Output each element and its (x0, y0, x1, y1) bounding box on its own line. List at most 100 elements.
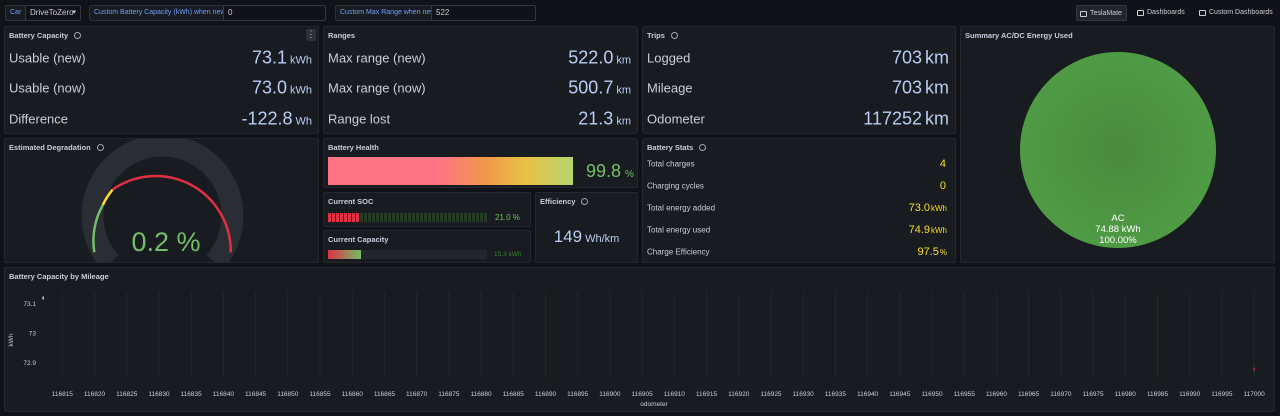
x-tick-label: 116865 (374, 391, 396, 398)
gauge: 0.2 % (81, 139, 244, 262)
info-icon[interactable] (670, 32, 678, 39)
soc-cell (360, 213, 363, 222)
x-tick-label: 116940 (857, 391, 879, 398)
info-icon[interactable] (581, 198, 589, 205)
stat-label: Max range (now) (328, 80, 426, 96)
x-tick-label: 116895 (567, 391, 589, 398)
stat-value: 73.1 kWh (251, 47, 312, 68)
x-tick-label: 116820 (84, 391, 106, 398)
panel-title: Battery Health (328, 143, 379, 152)
range-input[interactable]: 522 (431, 5, 536, 21)
soc-cell (400, 213, 403, 222)
soc-cell (408, 213, 411, 222)
soc-cell (352, 213, 355, 222)
soc-cell (456, 213, 459, 222)
stat-value: 500.7 km (568, 77, 631, 98)
info-icon[interactable] (699, 144, 707, 151)
x-tick-label: 116875 (438, 391, 460, 398)
x-tick-label: 116975 (1082, 391, 1104, 398)
capacity-bar-track (328, 250, 487, 259)
info-icon[interactable] (96, 144, 104, 151)
gauge-threshold-green (92, 204, 104, 253)
efficiency-panel: Efficiency 149 Wh/km (535, 192, 638, 263)
soc-cell (476, 213, 479, 222)
panel-title: Battery Stats (647, 143, 707, 152)
x-tick-label: 116980 (1115, 391, 1137, 398)
x-tick-label: 116815 (52, 391, 74, 398)
chevron-down-icon: ▾ (72, 9, 76, 16)
soc-cell (368, 213, 371, 222)
car-select[interactable]: DriveToZero ▾ (25, 5, 81, 21)
x-tick-label: 116990 (1179, 391, 1201, 398)
stat-value: 522.0 km (568, 47, 631, 68)
dashboards-link-label: Dashboards (1147, 9, 1185, 16)
scatter-chart[interactable]: 73.1 73 72.9 116815 116820 116825 116830 11683… (5, 268, 1275, 412)
health-bar-fill (328, 157, 573, 185)
info-icon[interactable] (74, 32, 82, 39)
x-tick-label: 116860 (342, 391, 364, 398)
y-axis-label: kWh (8, 333, 15, 346)
soc-cell (468, 213, 471, 222)
stat-label: Charging cycles (647, 181, 704, 191)
soc-cell (348, 213, 351, 222)
panel-title: Estimated Degradation (9, 143, 104, 152)
x-tick-label: 117000 (1244, 391, 1266, 398)
teslamate-link[interactable]: TeslaMate (1076, 5, 1127, 21)
soc-cell (336, 213, 339, 222)
panel-title: Trips (647, 31, 678, 40)
x-tick-label: 116915 (696, 391, 718, 398)
capacity-by-mileage-panel: Battery Capacity by Mileage 73.1 73 72.9 1… (4, 267, 1275, 412)
soc-cell (460, 213, 463, 222)
stat-row: Total charges 4 (647, 154, 947, 174)
stat-label: Usable (now) (9, 80, 86, 96)
y-tick-label: 72.9 (23, 360, 36, 367)
x-tick-label: 116955 (954, 391, 976, 398)
battery-capacity-panel: Battery Capacity ⋮ Usable (new) 73.1 kWh … (4, 26, 319, 134)
stat-label: Total charges (647, 159, 695, 169)
capacity-input[interactable]: 0 (223, 5, 326, 21)
x-tick-label: 116890 (535, 391, 557, 398)
soc-cell (356, 213, 359, 222)
soc-cell (396, 213, 399, 222)
health-value: 99.8% (586, 161, 634, 181)
x-tick-label: 116905 (632, 391, 654, 398)
data-point[interactable] (1253, 367, 1255, 371)
x-tick-label: 116960 (986, 391, 1008, 398)
stat-row: Logged 703 km (647, 43, 949, 73)
stat-row: Total energy used 74.9kWh (647, 220, 947, 240)
stat-label: Difference (9, 111, 69, 127)
x-tick-label: 116870 (406, 391, 428, 398)
stat-row: Usable (new) 73.1 kWh (9, 43, 312, 73)
x-tick-label: 116925 (760, 391, 782, 398)
stat-label: Max range (new) (328, 50, 426, 66)
x-tick-label: 116995 (1211, 391, 1233, 398)
soc-cell (436, 213, 439, 222)
stat-value: 703 km (891, 77, 949, 98)
gauge-value: 0.2 % (131, 227, 200, 257)
stat-value: 0 (939, 180, 946, 192)
dashboards-link[interactable]: Dashboards (1134, 5, 1189, 21)
x-tick-label: 116830 (148, 391, 170, 398)
soc-cell (332, 213, 335, 222)
health-bar-track (328, 157, 573, 185)
x-tick-label: 116885 (503, 391, 525, 398)
stat-value: 21.3 km (578, 108, 631, 129)
panel-title: Efficiency (540, 197, 589, 206)
x-tick-label: 116930 (793, 391, 815, 398)
pie-slice-label: AC (1111, 213, 1124, 224)
gauge-track (81, 139, 244, 262)
soc-cell (424, 213, 427, 222)
x-tick-label: 116935 (825, 391, 847, 398)
panel-title: Summary AC/DC Energy Used (965, 31, 1073, 40)
soc-cell (420, 213, 423, 222)
capacity-bar-fill (328, 250, 362, 259)
custom-dashboards-link[interactable]: Custom Dashboards (1196, 5, 1277, 21)
current-soc-panel: Current SOC 21.0 % (323, 192, 531, 227)
panel-menu-icon[interactable]: ⋮ (306, 29, 316, 41)
soc-cell (428, 213, 431, 222)
pie-chart: AC 74.88 kWh 100.00% (1020, 52, 1216, 248)
pie-slice-ac[interactable] (1020, 52, 1216, 248)
panel-title: Battery Capacity (9, 31, 82, 40)
x-tick-label: 116835 (181, 391, 203, 398)
data-point[interactable] (42, 296, 44, 300)
